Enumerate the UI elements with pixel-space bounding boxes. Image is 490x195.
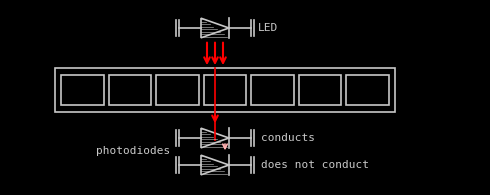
Bar (61, 75, 103, 105)
Bar (346, 75, 389, 105)
Text: LED: LED (257, 23, 278, 33)
Text: photodiodes: photodiodes (97, 146, 171, 157)
Bar (156, 75, 199, 105)
Bar (55, 68, 395, 112)
Bar (251, 75, 294, 105)
Bar (109, 75, 151, 105)
Text: conducts: conducts (261, 133, 316, 143)
Bar (204, 75, 246, 105)
Bar (299, 75, 342, 105)
Text: does not conduct: does not conduct (261, 160, 369, 170)
